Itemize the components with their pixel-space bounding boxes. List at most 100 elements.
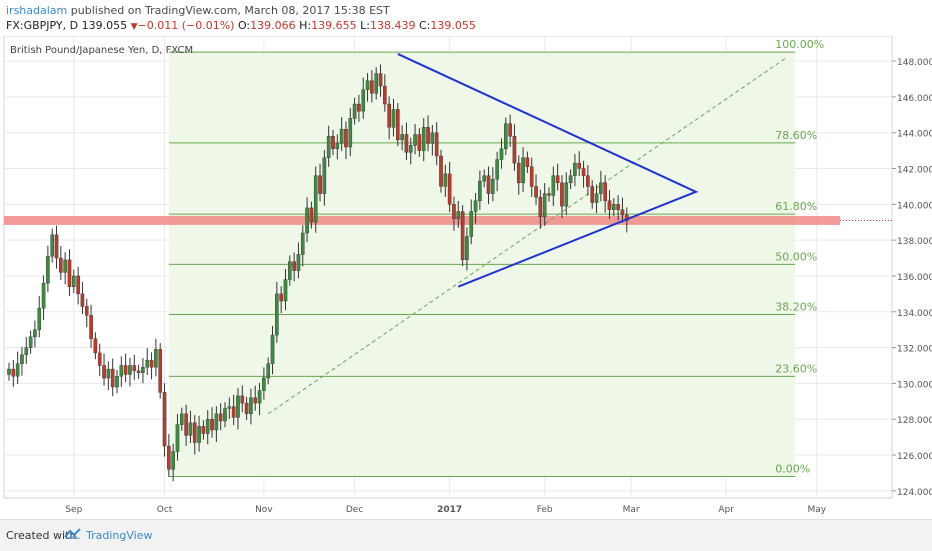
- candle-body: [426, 127, 430, 144]
- x-tick-label: 2017: [437, 505, 462, 515]
- y-tick-label: 144.000: [897, 130, 932, 140]
- candle-body: [417, 134, 422, 151]
- candle-body: [119, 365, 124, 377]
- fib-level-label: 0.00%: [775, 463, 810, 476]
- x-tick-label: Apr: [718, 505, 734, 515]
- candle-body: [348, 118, 353, 148]
- candle-body: [396, 109, 400, 141]
- candle-body: [473, 200, 478, 212]
- candle-body: [374, 73, 379, 94]
- candle-body: [538, 196, 543, 218]
- candle-body: [465, 236, 469, 261]
- candle-body: [205, 419, 210, 434]
- candle-body: [620, 209, 625, 216]
- high-value: 139.655: [311, 19, 357, 32]
- candle-body: [275, 293, 279, 336]
- candle-body: [20, 354, 24, 364]
- candle-body: [516, 162, 521, 184]
- low-value: 138.439: [369, 19, 416, 32]
- candle-body: [521, 157, 525, 184]
- y-tick-label: 142.000: [897, 166, 932, 176]
- candle-body: [106, 368, 111, 379]
- high-label: H:: [299, 19, 312, 32]
- candle-body: [197, 426, 201, 443]
- candle-body: [486, 175, 491, 194]
- x-tick-label: Dec: [346, 505, 363, 515]
- candle-body: [525, 157, 530, 167]
- candle-body: [231, 406, 236, 418]
- candle-body: [577, 162, 582, 169]
- candle-body: [495, 159, 499, 180]
- candle-body: [413, 134, 417, 146]
- candle-body: [616, 204, 620, 210]
- x-tick-label: Feb: [537, 505, 553, 515]
- candle-body: [586, 175, 590, 187]
- candle-body: [305, 207, 309, 234]
- candle-body: [534, 186, 538, 198]
- author-link[interactable]: irshadalam: [6, 4, 68, 17]
- candle-body: [529, 166, 534, 187]
- candle-body: [54, 234, 59, 259]
- candle-body: [460, 211, 465, 261]
- candle-body: [400, 134, 404, 141]
- candle-body: [214, 413, 219, 431]
- candle-body: [335, 143, 340, 150]
- candle-body: [7, 368, 11, 375]
- candle-body: [171, 451, 175, 470]
- candle-body: [192, 422, 197, 443]
- triangle-pattern: [397, 52, 699, 288]
- y-tick-label: 130.000: [897, 380, 932, 390]
- open-label: O:: [237, 19, 251, 32]
- fib-level-label: 100.00%: [775, 38, 824, 51]
- candle-body: [296, 254, 301, 271]
- candle-body: [318, 175, 322, 194]
- candle-body: [508, 123, 512, 137]
- candle-body: [253, 397, 258, 404]
- fib-level-label: 38.20%: [775, 300, 817, 313]
- candle-body: [123, 365, 128, 375]
- publish-header: irshadalam published on TradingView.com,…: [6, 4, 390, 18]
- candle-body: [67, 259, 72, 287]
- candle-body: [175, 424, 180, 452]
- candle-body: [551, 175, 556, 196]
- price-change: −0.011 (−0.01%): [137, 19, 235, 32]
- candle-body: [84, 306, 89, 316]
- y-tick-label: 138.000: [897, 237, 932, 247]
- support-zone: [4, 215, 840, 225]
- candle-body: [482, 175, 487, 182]
- candle-body: [33, 329, 37, 338]
- candle-body: [430, 132, 435, 144]
- candle-body: [607, 200, 612, 210]
- fib-level-label: 23.60%: [775, 362, 817, 375]
- candle-body: [201, 426, 206, 434]
- candle-body: [339, 128, 344, 144]
- candle-body: [542, 193, 547, 218]
- candle-body: [223, 408, 227, 422]
- candle-body: [378, 73, 383, 87]
- x-tick-label: Mar: [623, 505, 640, 515]
- candle-body: [262, 377, 266, 391]
- price-chart[interactable]: 0.00% 23.60% 38.20% 50.00% 61.80% 78.60% 100.0…: [0, 35, 932, 519]
- candle-body: [512, 136, 517, 164]
- down-arrow-icon: ▼: [130, 22, 138, 32]
- candle-body: [28, 336, 33, 348]
- candle-body: [504, 123, 508, 150]
- candle-body: [547, 193, 551, 196]
- tradingview-logo-icon: [64, 528, 81, 539]
- y-tick-label: 146.000: [897, 94, 932, 104]
- candle-body: [167, 445, 171, 470]
- tradingview-link[interactable]: TradingView: [86, 529, 153, 542]
- publish-info: published on TradingView.com, March 08, …: [70, 4, 390, 17]
- candle-body: [76, 275, 80, 295]
- chart-area[interactable]: 0.00% 23.60% 38.20% 50.00% 61.80% 78.60% 100.0…: [0, 35, 932, 519]
- candle-body: [568, 175, 573, 184]
- y-tick-label: 128.000: [897, 416, 932, 426]
- candle-body: [279, 293, 283, 302]
- ohlc-bar: FX:GBPJPY, D 139.055 ▼−0.011 (−0.01%) O:…: [6, 19, 476, 34]
- candle-body: [499, 148, 504, 160]
- candle-body: [59, 257, 63, 273]
- candle-body: [24, 347, 29, 355]
- low-label: L:: [360, 19, 370, 32]
- candle-body: [110, 368, 115, 388]
- candle-body: [352, 103, 357, 119]
